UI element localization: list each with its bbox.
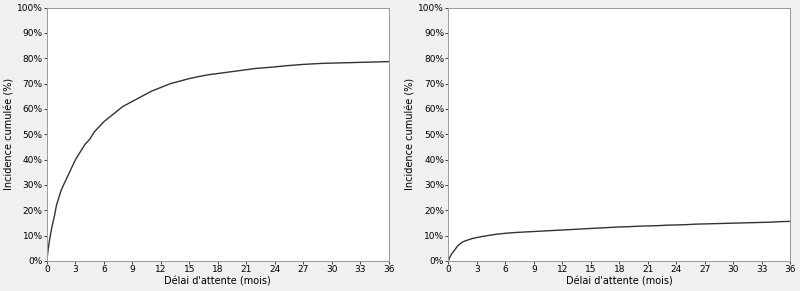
Y-axis label: Incidence cumulée (%): Incidence cumulée (%)	[4, 78, 14, 190]
X-axis label: Délai d'attente (mois): Délai d'attente (mois)	[566, 277, 673, 287]
X-axis label: Délai d'attente (mois): Délai d'attente (mois)	[165, 277, 271, 287]
Y-axis label: Incidence cumulée (%): Incidence cumulée (%)	[406, 78, 415, 190]
